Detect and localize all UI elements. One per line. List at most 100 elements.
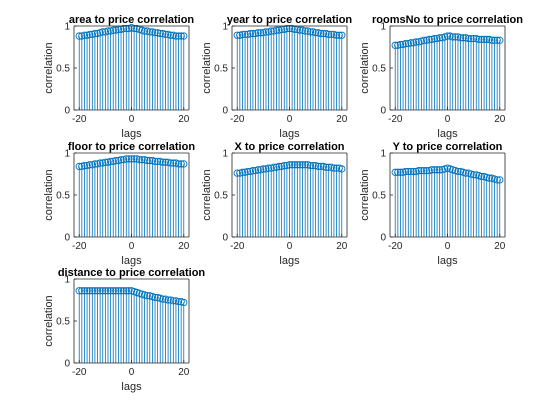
chart-1-stem-marker <box>317 29 325 38</box>
chart-3-stem-marker <box>167 159 175 167</box>
chart-4-stem-marker <box>309 161 317 170</box>
chart-4-x-tick-label: -20 <box>230 241 245 252</box>
chart-1-stem-marker <box>249 29 257 38</box>
chart-6-y-tick-label: 0 <box>64 359 70 370</box>
chart-2-stem-marker <box>420 36 428 44</box>
chart-6-stem-marker <box>164 296 172 304</box>
chart-1-stem-marker <box>246 29 254 38</box>
chart-3-stem-marker <box>86 161 94 169</box>
chart-6-stem-marker <box>101 287 110 295</box>
chart-6-stem-marker <box>109 287 117 295</box>
chart-3-x-tick-label: -20 <box>72 241 87 252</box>
chart-1-x-tick-label: -20 <box>230 114 245 125</box>
chart-5-stem-marker <box>415 166 423 175</box>
chart-3-stem-marker <box>153 157 162 166</box>
chart-5-stem-marker <box>422 166 431 175</box>
chart-2-y-tick-label: 1 <box>380 22 386 33</box>
chart-3-y-tick-label: 1 <box>64 149 70 160</box>
chart-1-stem-marker <box>332 31 341 39</box>
chart-2-stem-marker <box>496 36 504 44</box>
chart-5-y-tick-label: 0.5 <box>372 191 386 202</box>
chart-3-stem-marker <box>159 158 167 166</box>
chart-4-y-tick-label: 1 <box>222 149 228 160</box>
chart-6-stem-marker <box>159 295 167 303</box>
chart-6-x-tick-label: -20 <box>72 367 87 378</box>
chart-6-stem-marker <box>122 287 130 295</box>
chart-2-stem-marker <box>449 33 457 41</box>
chart-4-stem-marker <box>259 165 268 173</box>
chart-2-stem-marker <box>436 34 444 42</box>
chart-5-x-label: lags <box>437 255 458 267</box>
chart-3-stem-marker <box>101 158 110 166</box>
chart-3-stem-marker <box>112 156 120 165</box>
chart-4-stem-marker <box>275 162 283 171</box>
chart-2-stem-marker <box>391 41 399 49</box>
chart-0-y-label: correlation <box>43 42 55 93</box>
chart-5-x-tick-label: 0 <box>445 241 451 252</box>
chart-4-stem-marker <box>264 164 273 172</box>
chart-3-stem-marker <box>122 155 130 163</box>
chart-3-stem-marker <box>174 160 183 168</box>
chart-6-stem-marker <box>151 293 159 302</box>
chart-3-stem-marker <box>143 156 151 165</box>
chart-6-stem-marker <box>86 287 94 295</box>
chart-1-stem-marker <box>338 31 346 39</box>
chart-4-stem-marker <box>288 161 296 169</box>
chart-2-stem-marker <box>430 34 439 43</box>
chart-0-stem-marker <box>177 32 185 40</box>
chart-2-stem-marker <box>480 35 488 44</box>
chart-3-stem-marker <box>146 156 154 165</box>
chart-2-stem-marker <box>483 35 491 44</box>
chart-1-stem-marker <box>254 29 262 37</box>
chart-2-x-tick-label: -20 <box>388 114 403 125</box>
chart-5-y-tick-label: 1 <box>380 149 386 160</box>
chart-0-stem-marker <box>122 24 130 33</box>
chart-1-stem-marker <box>272 26 281 34</box>
chart-6-stem-marker <box>180 298 188 307</box>
chart-0-x-tick-label: 0 <box>129 114 135 125</box>
chart-1-y-label: correlation <box>201 42 213 93</box>
chart-1-y-tick-label: 1 <box>222 22 228 33</box>
chart-2-stem-marker <box>407 39 415 47</box>
chart-2-y-tick-label: 0 <box>380 106 386 117</box>
chart-1-stem-marker <box>262 28 270 36</box>
chart-3-stem-marker <box>135 156 143 164</box>
chart-1-stem-marker <box>285 24 294 33</box>
chart-6-stem-marker <box>91 287 99 295</box>
chart-4-y-tick-label: 0.5 <box>214 191 228 202</box>
chart-5-stem-marker <box>417 166 426 175</box>
chart-4-stem-marker <box>254 166 262 174</box>
chart-5-stem-marker <box>433 166 441 174</box>
chart-0-stem-marker <box>151 29 159 37</box>
chart-3-x-label: lags <box>121 255 142 267</box>
chart-5-stem-marker <box>402 167 410 176</box>
chart-4-stem-marker <box>330 164 338 172</box>
chart-3-stem-marker <box>180 160 188 168</box>
chart-6-stem-marker <box>88 287 96 295</box>
chart-2-stem-marker <box>412 38 420 46</box>
chart-5-stem-marker <box>496 176 504 184</box>
chart-0-y-tick-label: 1 <box>64 22 70 33</box>
chart-6-stem-marker <box>99 287 107 295</box>
chart-6-stem-marker <box>104 287 112 295</box>
chart-3-stem-marker <box>125 155 133 163</box>
chart-4-stem-marker <box>325 163 333 171</box>
chart-6-stem-marker <box>125 287 133 295</box>
chart-0-stem-marker <box>172 32 180 40</box>
chart-4-stem-marker <box>301 161 309 169</box>
chart-3-stem-marker <box>117 156 125 164</box>
chart-6-stem-marker <box>96 287 104 295</box>
chart-4-stem-marker <box>291 161 299 169</box>
chart-4-stem-marker <box>249 166 257 175</box>
chart-3-y-label: correlation <box>43 169 55 220</box>
chart-5-stem-marker <box>404 167 412 176</box>
chart-4-stem-marker <box>314 162 322 171</box>
chart-3-stem-marker <box>96 159 104 167</box>
chart-3-y-tick-label: 0 <box>64 233 70 244</box>
chart-5-stem-marker <box>436 166 444 174</box>
chart-2-stem-marker <box>477 35 486 44</box>
